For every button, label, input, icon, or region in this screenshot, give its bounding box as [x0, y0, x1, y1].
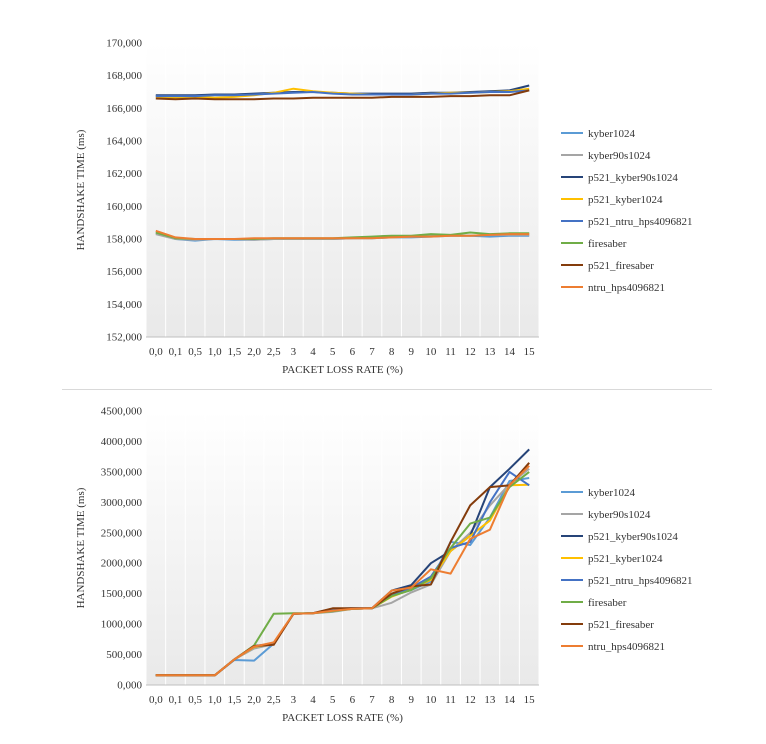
y-tick-label: 3500,000 [101, 466, 143, 478]
legend-label: ntru_hps4096821 [588, 641, 665, 653]
x-tick-label: 3 [291, 694, 297, 706]
y-tick-label: 152,000 [106, 332, 142, 344]
x-tick-label: 12 [465, 346, 476, 358]
y-tick-label: 160,000 [106, 201, 142, 213]
y-tick-label: 4000,000 [101, 436, 143, 448]
x-tick-label: 10 [425, 346, 437, 358]
x-tick-label: 9 [409, 694, 415, 706]
y-tick-label: 500,000 [106, 649, 142, 661]
x-tick-label: 13 [484, 694, 496, 706]
y-tick-label: 154,000 [106, 299, 142, 311]
x-tick-label: 4 [310, 346, 316, 358]
x-tick-label: 15 [524, 694, 536, 706]
legend-label: p521_kyber90s1024 [588, 172, 678, 184]
legend-label: p521_kyber1024 [588, 194, 663, 206]
x-tick-label: 0,5 [188, 346, 202, 358]
x-tick-label: 14 [504, 694, 516, 706]
x-axis-title: PACKET LOSS RATE (%) [282, 712, 403, 724]
y-tick-label: 1000,000 [101, 619, 143, 631]
y-tick-label: 166,000 [106, 103, 142, 115]
x-tick-label: 7 [369, 694, 375, 706]
legend-label: firesaber [588, 597, 627, 609]
x-tick-label: 13 [484, 346, 496, 358]
legend-label: kyber1024 [588, 128, 636, 140]
y-tick-label: 156,000 [106, 266, 142, 278]
x-tick-label: 10 [425, 694, 437, 706]
x-tick-label: 11 [445, 694, 456, 706]
x-tick-label: 7 [369, 346, 375, 358]
y-tick-label: 164,000 [106, 136, 142, 148]
legend-label: firesaber [588, 238, 627, 250]
x-tick-label: 0,0 [149, 694, 163, 706]
x-tick-label: 5 [330, 694, 336, 706]
x-tick-label: 14 [504, 346, 516, 358]
series-line-p521_ntru_hps4096821 [155, 89, 530, 98]
x-tick-label: 8 [389, 346, 395, 358]
chart-bottom: 0,000 500,000 1000,000 1500,000 2000,000 2500… [0, 392, 766, 739]
x-tick-label: 0,1 [169, 346, 183, 358]
x-tick-label: 12 [465, 694, 476, 706]
y-axis-title: HANDSHAKE TIME (ms) [75, 129, 87, 250]
x-tick-label: 8 [389, 694, 395, 706]
legend-label: p521_ntru_hps4096821 [588, 575, 693, 587]
x-tick-label: 3 [291, 346, 297, 358]
x-tick-label: 2,5 [267, 694, 281, 706]
y-tick-label: 162,000 [106, 168, 142, 180]
x-tick-label: 6 [350, 694, 356, 706]
x-tick-label: 2,0 [247, 346, 261, 358]
x-tick-label: 6 [350, 346, 356, 358]
chart-top: 152,000 154,000 156,000 158,000 160,000 162,0… [75, 38, 693, 377]
legend-label: p521_firesaber [588, 260, 654, 272]
x-tick-label: 2,5 [267, 346, 281, 358]
chart-bottom-svg: 0,000 500,000 1000,000 1500,000 2000,000 2500… [75, 406, 693, 725]
series-line-p521_firesaber [155, 89, 530, 101]
y-tick-label: 1500,000 [101, 588, 143, 600]
x-tick-label: 2,0 [247, 694, 261, 706]
x-tick-label: 0,5 [188, 694, 202, 706]
y-tick-label: 158,000 [106, 234, 142, 246]
x-tick-label: 4 [310, 694, 316, 706]
legend-label: kyber90s1024 [588, 509, 651, 521]
y-tick-label: 168,000 [106, 70, 142, 82]
y-tick-label: 3000,000 [101, 497, 143, 509]
legend-label: kyber90s1024 [588, 150, 651, 162]
series-line-ntru_hps4096821 [155, 465, 530, 677]
y-axis-title: HANDSHAKE TIME (ms) [75, 487, 87, 608]
x-axis-title: PACKET LOSS RATE (%) [282, 364, 403, 376]
series-line-ntru_hps4096821 [155, 229, 530, 240]
x-tick-label: 11 [445, 346, 456, 358]
legend-label: p521_ntru_hps4096821 [588, 216, 693, 228]
x-tick-label: 0,1 [169, 694, 183, 706]
x-tick-label: 15 [524, 346, 536, 358]
y-tick-label: 4500,000 [101, 406, 143, 418]
legend-label: p521_kyber90s1024 [588, 531, 678, 543]
x-tick-label: 1,5 [228, 694, 242, 706]
legend-label: p521_firesaber [588, 619, 654, 631]
x-tick-label: 1,0 [208, 346, 222, 358]
x-tick-label: 1,0 [208, 694, 222, 706]
x-tick-label: 5 [330, 346, 336, 358]
y-tick-label: 2000,000 [101, 558, 143, 570]
chart-top-svg: 152,000 154,000 156,000 158,000 160,000 162,0… [75, 38, 693, 377]
x-tick-label: 9 [409, 346, 415, 358]
y-tick-label: 2500,000 [101, 527, 143, 539]
y-tick-label: 0,000 [117, 680, 142, 692]
legend-label: ntru_hps4096821 [588, 282, 665, 294]
chart-divider [62, 389, 712, 390]
legend-label: p521_kyber1024 [588, 553, 663, 565]
x-tick-label: 1,5 [228, 346, 242, 358]
x-tick-label: 0,0 [149, 346, 163, 358]
legend-label: kyber1024 [588, 487, 636, 499]
y-tick-label: 170,000 [106, 38, 142, 50]
